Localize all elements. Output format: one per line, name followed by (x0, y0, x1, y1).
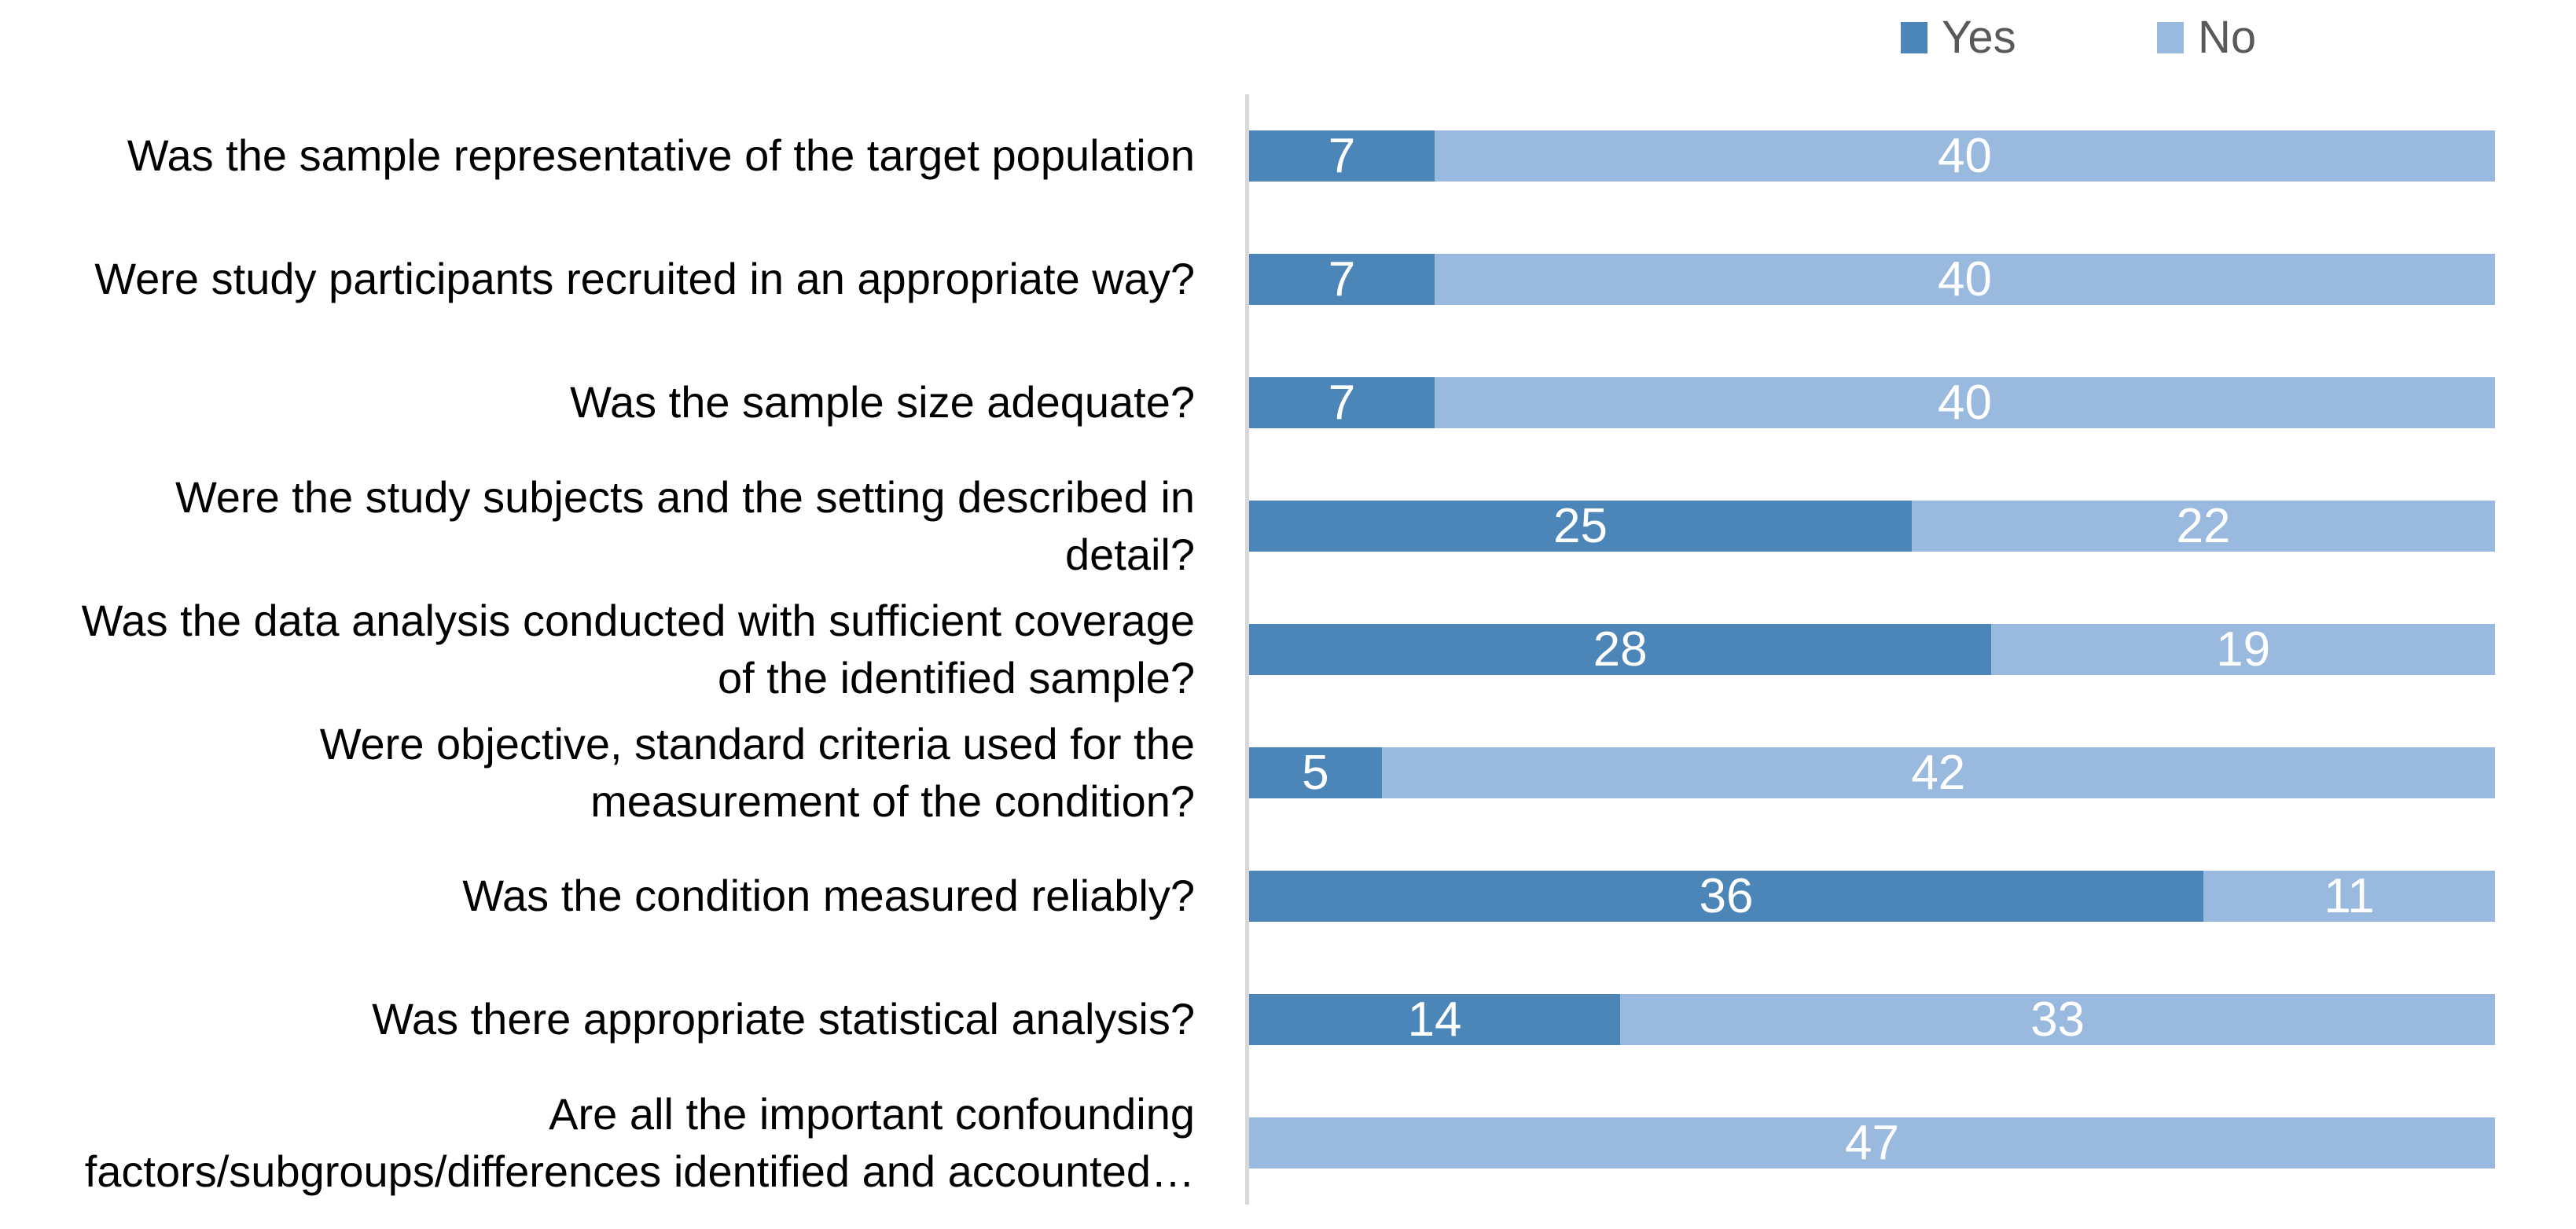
bar-segment-no: 40 (1435, 130, 2495, 182)
bar-segment-no: 40 (1435, 377, 2495, 428)
bar-segment-yes: 28 (1249, 622, 1992, 677)
bar-segment-yes: 14 (1249, 992, 1621, 1047)
bar-track: 14 33 (1249, 994, 2495, 1045)
chart-row: Were study participants recruited in an … (0, 218, 2495, 341)
chart-row: Were the study subjects and the setting … (0, 464, 2495, 588)
chart-row: Was the sample size adequate? 7 40 (0, 341, 2495, 464)
category-label: Was the sample size adequate? (570, 377, 1195, 427)
value-label-no: 22 (2176, 498, 2231, 553)
value-label-no: 47 (1845, 1115, 1899, 1170)
category-label: Was the condition measured reliably? (462, 871, 1195, 921)
bar-track: 7 40 (1249, 254, 2495, 305)
bar-track: 47 (1249, 1117, 2495, 1168)
legend-label-no: No (2198, 12, 2257, 63)
category-label: Were the study subjects and the setting … (175, 471, 1195, 579)
value-label-no: 40 (1938, 251, 1992, 306)
bar-track: 5 42 (1249, 747, 2495, 798)
y-axis-line (1245, 94, 1249, 1205)
legend-item-yes: Yes (1901, 14, 2016, 61)
chart-row: Was there appropriate statistical analys… (0, 958, 2495, 1081)
category-label: Were objective, standard criteria used f… (319, 718, 1195, 826)
chart-row: Are all the important confounding factor… (0, 1081, 2495, 1205)
legend-swatch-no-icon (2157, 22, 2184, 53)
value-label-no: 40 (1938, 375, 1992, 430)
value-label-yes: 14 (1407, 992, 1462, 1047)
bar-track: 7 40 (1249, 377, 2495, 428)
bar-segment-no: 47 (1249, 1117, 2495, 1168)
chart-row: Was the data analysis conducted with suf… (0, 588, 2495, 711)
value-label-yes: 7 (1328, 128, 1356, 183)
chart-row: Were objective, standard criteria used f… (0, 711, 2495, 835)
bar-track: 36 11 (1249, 871, 2495, 922)
chart-row: Was the sample representative of the tar… (0, 94, 2495, 218)
value-label-yes: 5 (1302, 745, 1329, 800)
bar-track: 28 19 (1249, 624, 2495, 675)
bar-segment-no: 19 (1991, 624, 2495, 675)
bar-track: 7 40 (1249, 130, 2495, 182)
value-label-yes: 7 (1328, 251, 1356, 306)
chart-row: Was the condition measured reliably? 36 11 (0, 835, 2495, 958)
bar-segment-no: 33 (1620, 994, 2495, 1045)
bar-track: 25 22 (1249, 501, 2495, 552)
bar-segment-yes: 7 (1249, 377, 1435, 428)
value-label-no: 19 (2216, 622, 2271, 677)
category-label: Was there appropriate statistical analys… (372, 994, 1195, 1044)
category-label: Was the data analysis conducted with suf… (81, 595, 1195, 703)
value-label-yes: 25 (1553, 498, 1608, 553)
plot-area: Was the sample representative of the tar… (0, 94, 2495, 1205)
bar-segment-yes: 7 (1249, 254, 1435, 305)
value-label-yes: 28 (1593, 622, 1648, 677)
value-label-no: 42 (1911, 745, 1966, 800)
bar-segment-no: 22 (1912, 501, 2495, 552)
legend-item-no: No (2157, 14, 2256, 61)
category-label: Were study participants recruited in an … (94, 254, 1195, 304)
category-label: Was the sample representative of the tar… (127, 130, 1195, 181)
bar-segment-yes: 25 (1249, 498, 1913, 553)
bar-segment-yes: 5 (1249, 747, 1382, 798)
legend-label-yes: Yes (1942, 12, 2016, 63)
bar-segment-no: 11 (2203, 871, 2495, 922)
bar-segment-yes: 7 (1249, 130, 1435, 182)
value-label-no: 11 (2324, 868, 2375, 923)
value-label-yes: 36 (1699, 868, 1754, 923)
value-label-no: 40 (1938, 128, 1992, 183)
legend-swatch-yes-icon (1901, 22, 1927, 53)
bar-segment-no: 40 (1435, 254, 2495, 305)
value-label-no: 33 (2030, 992, 2085, 1047)
value-label-yes: 7 (1328, 375, 1356, 430)
category-label: Are all the important confounding factor… (84, 1088, 1195, 1196)
bar-segment-no: 42 (1381, 745, 2495, 800)
bar-segment-yes: 36 (1249, 868, 2204, 923)
